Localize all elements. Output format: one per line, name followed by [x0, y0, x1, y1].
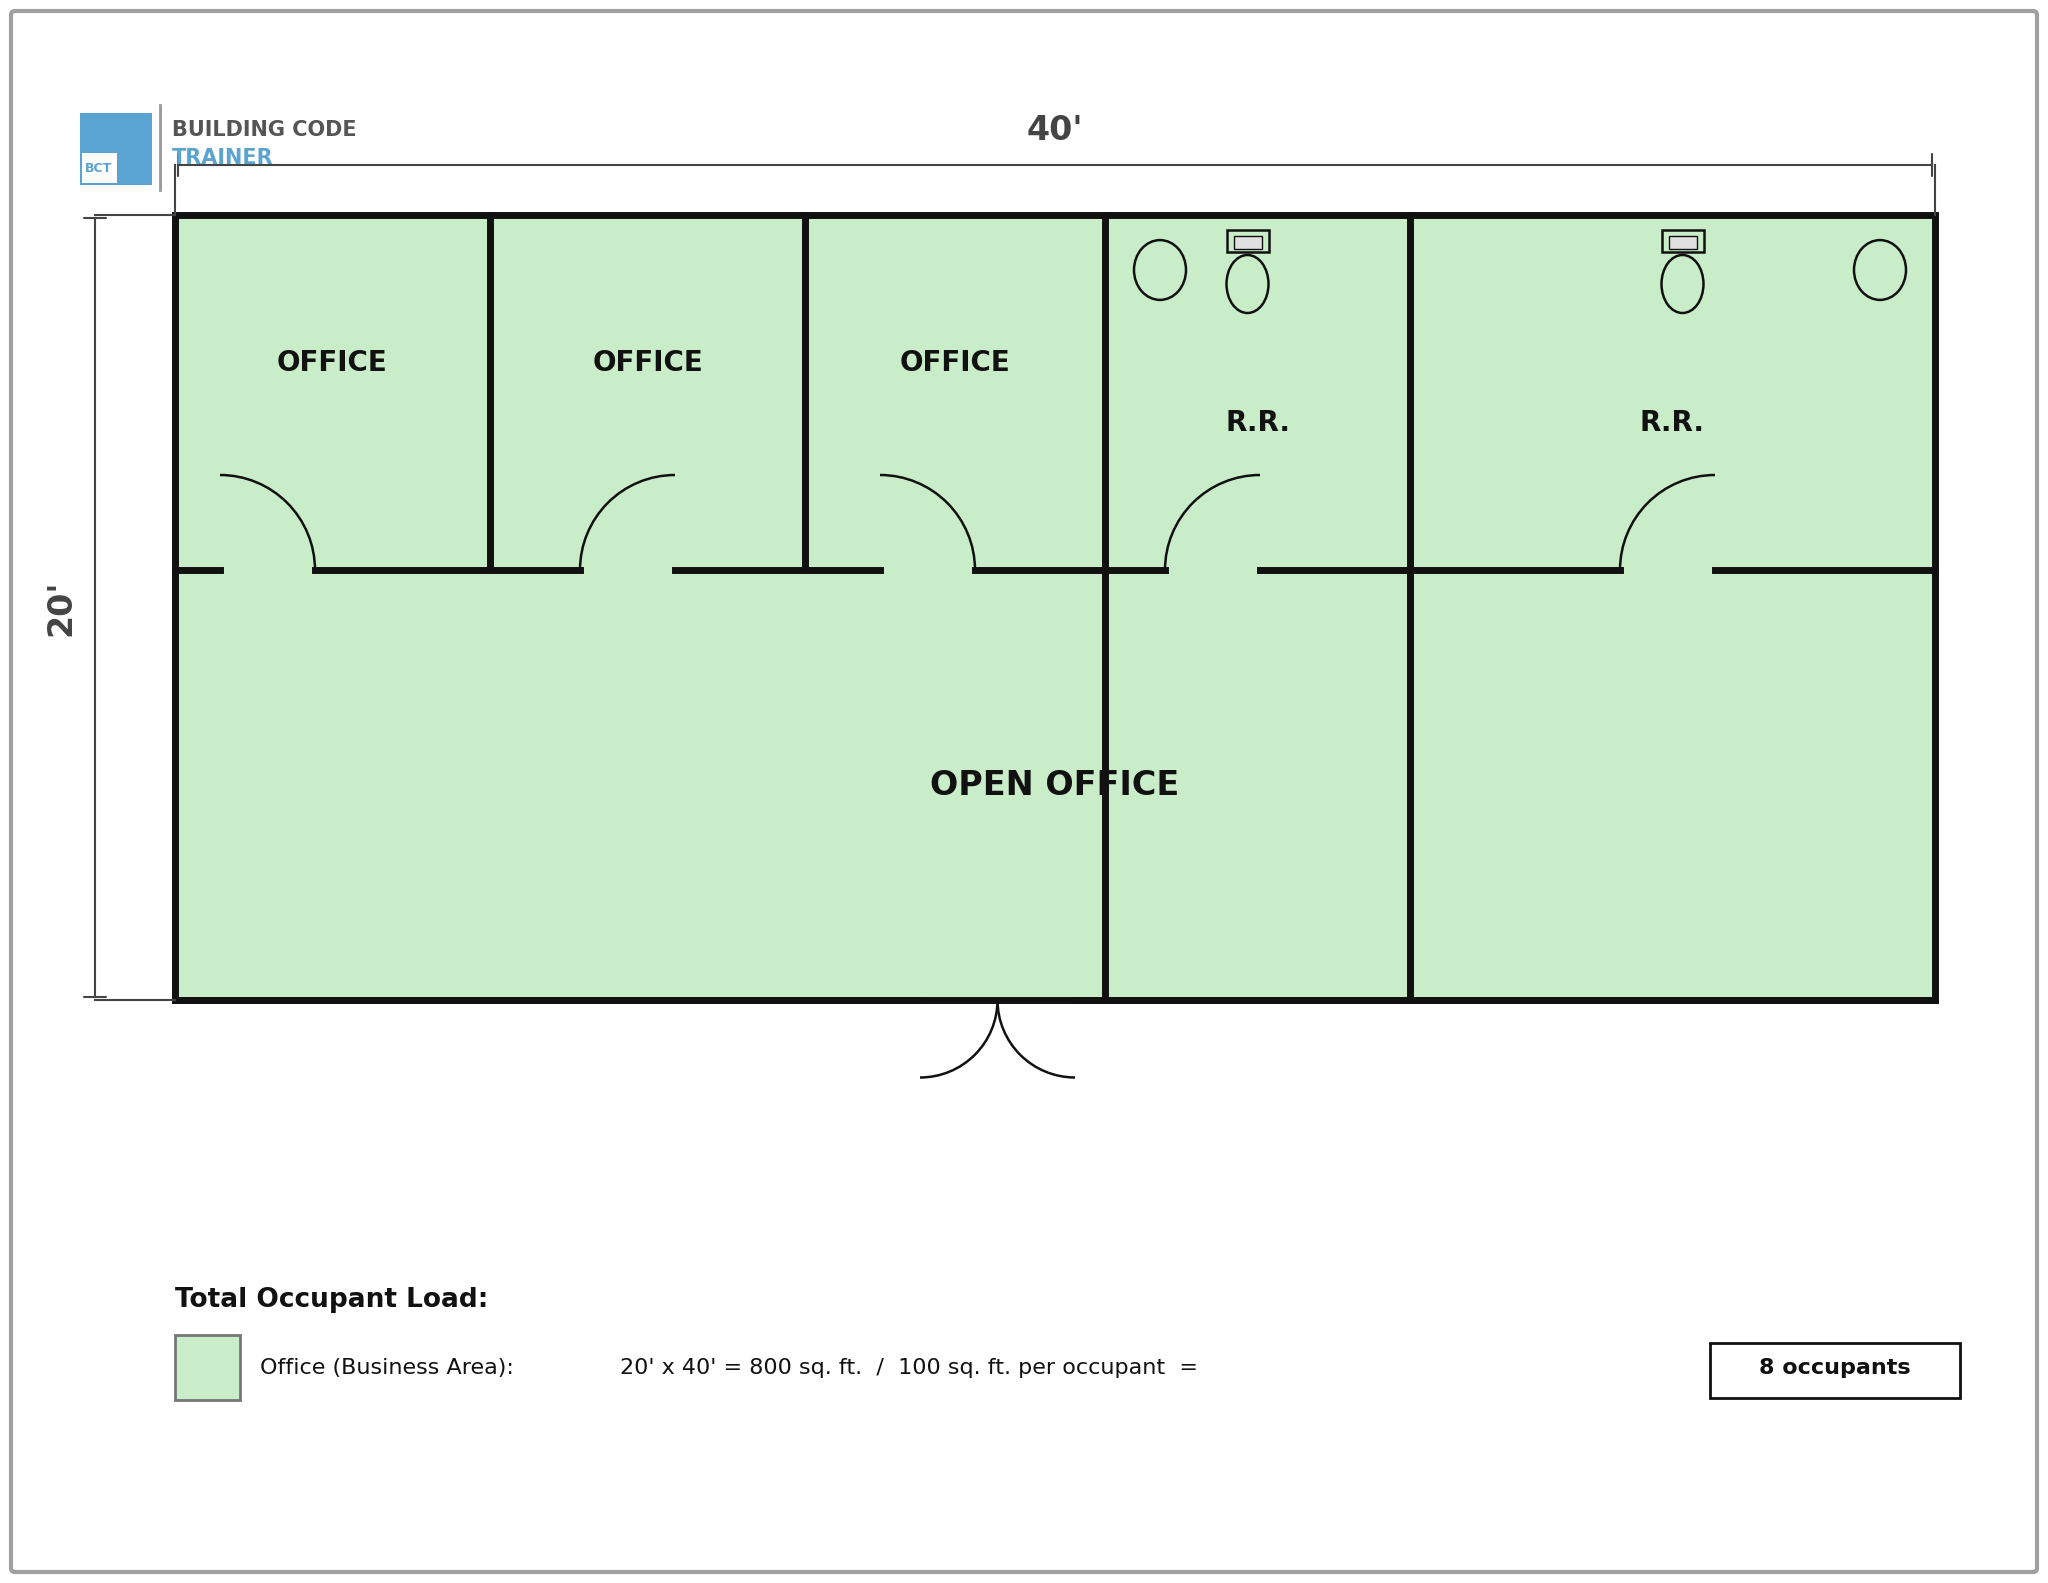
Text: 8 occupants: 8 occupants — [1759, 1358, 1911, 1377]
Text: OFFICE: OFFICE — [276, 348, 387, 377]
Bar — [174, 1334, 240, 1399]
Text: TRAINER: TRAINER — [172, 147, 274, 168]
Bar — [1669, 236, 1696, 249]
Text: BUILDING CODE: BUILDING CODE — [172, 120, 356, 139]
Bar — [80, 112, 152, 185]
Ellipse shape — [1661, 255, 1704, 313]
FancyBboxPatch shape — [10, 11, 2038, 1572]
Ellipse shape — [1853, 241, 1907, 299]
Text: Office (Business Area):: Office (Business Area): — [260, 1358, 514, 1377]
Text: OFFICE: OFFICE — [899, 348, 1010, 377]
Text: 40': 40' — [1026, 114, 1083, 147]
Text: BCT: BCT — [86, 161, 113, 174]
Text: R.R.: R.R. — [1640, 408, 1706, 437]
Ellipse shape — [1135, 241, 1186, 299]
Text: Total Occupant Load:: Total Occupant Load: — [174, 1287, 487, 1312]
Text: 20': 20' — [43, 579, 78, 636]
Text: R.R.: R.R. — [1225, 408, 1290, 437]
Bar — [1710, 1342, 1960, 1398]
Bar — [174, 215, 1935, 1000]
Text: OPEN OFFICE: OPEN OFFICE — [930, 768, 1180, 801]
Text: 20' x 40' = 800 sq. ft.  /  100 sq. ft. per occupant  =: 20' x 40' = 800 sq. ft. / 100 sq. ft. pe… — [621, 1358, 1198, 1377]
Bar — [82, 154, 117, 184]
Ellipse shape — [1227, 255, 1268, 313]
Bar — [1227, 230, 1268, 252]
Text: OFFICE: OFFICE — [592, 348, 702, 377]
Bar — [1661, 230, 1704, 252]
Bar — [1233, 236, 1262, 249]
